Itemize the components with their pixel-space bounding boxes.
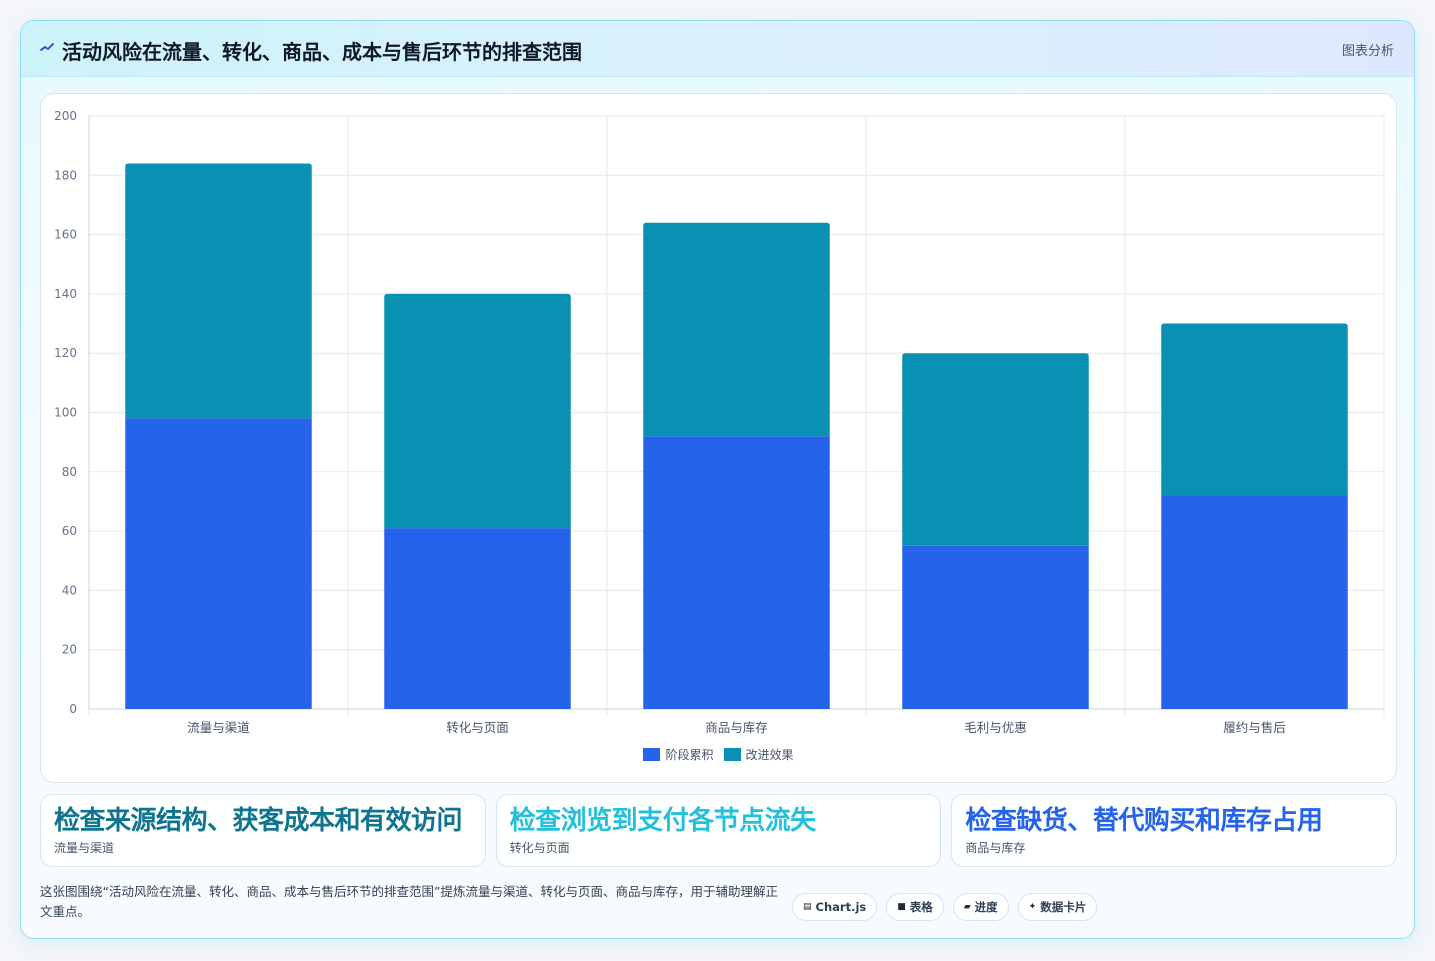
x-tick-label: 商品与库存: [705, 720, 768, 735]
y-tick-label: 180: [54, 168, 77, 182]
y-tick-label: 140: [54, 287, 77, 301]
insight-value-2: 检查缺货、替代购买和库存占用: [965, 806, 1323, 836]
chip-chart[interactable]: ▤ Chart.js: [792, 893, 878, 921]
sparkline-icon: [40, 43, 54, 51]
y-tick-label: 120: [54, 346, 77, 360]
bar-series-0: [643, 436, 830, 709]
y-tick-label: 200: [54, 109, 77, 123]
table-icon: ■: [897, 902, 906, 912]
insight-card-2: 检查缺货、替代购买和库存占用 商品与库存: [951, 794, 1398, 867]
chip-table[interactable]: ■ 表格: [886, 893, 944, 921]
chip-label-data-card: 数据卡片: [1040, 900, 1087, 914]
y-tick-label: 160: [54, 228, 77, 242]
legend-swatch-series-0: [643, 748, 661, 761]
bar-series-1: [384, 293, 571, 529]
chip-label-progress: 进度: [974, 900, 998, 914]
insight-label-0: 流量与渠道: [54, 841, 115, 855]
legend-item-series-1[interactable]: 改进效果: [723, 746, 794, 763]
chip-label-chart: Chart.js: [815, 900, 867, 914]
chart-card: 活动风险在流量、转化、商品、成本与售后环节的排查范围 图表分析 0 20 40 60 8…: [20, 20, 1415, 939]
insight-label-1: 转化与页面: [509, 841, 570, 855]
legend-item-series-0[interactable]: 阶段累积: [643, 746, 714, 763]
insight-card-0: 检查来源结构、获客成本和有效访问 流量与渠道: [40, 794, 486, 867]
x-tick-label: 流量与渠道: [187, 720, 250, 735]
y-tick-label: 100: [54, 406, 77, 420]
y-tick-label: 20: [62, 643, 77, 657]
legend-swatch-series-1: [723, 748, 741, 761]
insight-value-1: 检查浏览到支付各节点流失: [509, 806, 817, 836]
bar-series-1: [643, 222, 830, 437]
legend-label-series-1: 改进效果: [745, 748, 794, 762]
bar-series-1: [1161, 323, 1348, 496]
card-icon: ✦: [1028, 902, 1037, 912]
insight-label-2: 商品与库存: [965, 841, 1026, 855]
bar-series-0: [125, 418, 312, 709]
chart-description: 这张图围绕“活动风险在流量、转化、商品、成本与售后环节的排查范围”提炼流量与渠道…: [40, 884, 778, 919]
chart-analysis-button[interactable]: 图表分析: [1341, 44, 1394, 59]
y-tick-label: 80: [62, 465, 77, 479]
x-tick-label: 转化与页面: [446, 720, 509, 735]
bar-series-1: [902, 353, 1089, 546]
y-tick-label: 0: [69, 702, 77, 716]
card-header: 活动风险在流量、转化、商品、成本与售后环节的排查范围 图表分析: [21, 21, 1414, 77]
bar-series-0: [1161, 495, 1348, 709]
y-tick-label: 60: [62, 524, 77, 538]
chart-title: 活动风险在流量、转化、商品、成本与售后环节的排查范围: [62, 40, 582, 64]
insight-cards: 检查来源结构、获客成本和有效访问 流量与渠道 检查浏览到支付各节点流失 转化与页…: [40, 794, 1398, 867]
insight-card-1: 检查浏览到支付各节点流失 转化与页面: [495, 794, 942, 867]
bar-chart: 0 20 40 60 80 100 120 140 160 180 200 流量与渠道 转化与页面 商品与…: [54, 109, 1385, 735]
chip-progress[interactable]: ▰ 进度: [952, 893, 1009, 921]
y-tick-label: 40: [62, 583, 77, 597]
chart-icon: ▤: [803, 902, 812, 912]
x-tick-label: 履约与售后: [1223, 720, 1286, 735]
bar-series-1: [125, 163, 312, 419]
legend-label-series-0: 阶段累积: [665, 748, 714, 762]
tech-chips: ▤ Chart.js ■ 表格 ▰ 进度 ✦ 数据卡片: [792, 893, 1098, 921]
insight-value-0: 检查来源结构、获客成本和有效访问: [54, 806, 463, 836]
chart-panel: 0 20 40 60 80 100 120 140 160 180 200 流量与渠道 转化与页面 商品与…: [40, 93, 1397, 783]
chip-label-table: 表格: [909, 900, 933, 914]
x-tick-label: 毛利与优惠: [964, 720, 1027, 735]
chart-legend: 阶段累积 改进效果: [41, 746, 1396, 763]
chip-data-card[interactable]: ✦ 数据卡片: [1017, 893, 1098, 921]
progress-icon: ▰: [963, 902, 971, 912]
bar-series-0: [902, 545, 1089, 709]
bar-series-0: [384, 528, 571, 709]
